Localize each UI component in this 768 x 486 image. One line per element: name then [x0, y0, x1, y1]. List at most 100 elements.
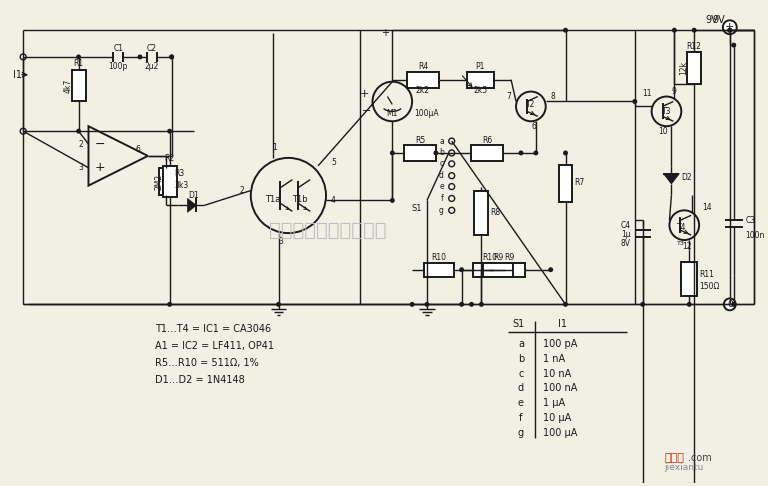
Text: T3: T3 [677, 241, 685, 245]
Circle shape [251, 158, 326, 233]
Text: 6: 6 [531, 122, 536, 131]
Text: d: d [518, 383, 524, 394]
Text: 3k3: 3k3 [174, 181, 189, 190]
Circle shape [20, 54, 26, 60]
Bar [404, 145, 436, 161]
Text: I1: I1 [13, 70, 22, 80]
Circle shape [409, 302, 415, 307]
Text: 100p: 100p [108, 62, 127, 71]
Text: C3: C3 [746, 216, 756, 225]
Circle shape [723, 20, 737, 34]
Circle shape [727, 28, 732, 33]
Text: +: + [360, 88, 369, 99]
Text: 2M2: 2M2 [154, 174, 164, 190]
Polygon shape [187, 198, 197, 212]
Text: R10: R10 [482, 253, 497, 262]
Circle shape [449, 208, 455, 213]
Text: I1: I1 [558, 319, 567, 329]
Text: 12: 12 [683, 243, 692, 251]
Circle shape [169, 54, 174, 59]
Circle shape [449, 184, 455, 190]
Circle shape [449, 161, 455, 167]
Circle shape [449, 173, 455, 179]
Circle shape [724, 298, 736, 310]
Circle shape [372, 82, 412, 122]
Text: C1: C1 [113, 44, 123, 52]
Circle shape [20, 128, 26, 134]
Text: b: b [439, 148, 444, 157]
Text: A1 = IC2 = LF411, OP41: A1 = IC2 = LF411, OP41 [155, 341, 273, 351]
Text: 1 μA: 1 μA [543, 399, 565, 408]
Circle shape [425, 302, 429, 307]
Circle shape [651, 97, 681, 126]
Circle shape [76, 54, 81, 59]
Text: 2μ2: 2μ2 [144, 62, 159, 71]
Text: C2: C2 [147, 44, 157, 52]
Text: +: + [95, 161, 106, 174]
Circle shape [641, 302, 645, 307]
Circle shape [670, 210, 699, 240]
Text: −: − [362, 106, 372, 116]
Text: f: f [519, 413, 523, 423]
Text: 7: 7 [506, 92, 511, 101]
Text: jiexiantu: jiexiantu [664, 463, 703, 472]
Text: 杭州将睦科技有限公司: 杭州将睦科技有限公司 [270, 221, 387, 240]
Text: 2k2: 2k2 [416, 86, 430, 95]
Text: C4: C4 [621, 221, 631, 230]
Circle shape [727, 28, 732, 33]
Bar [466, 72, 495, 87]
Text: 1: 1 [272, 143, 277, 153]
Bar [558, 165, 572, 203]
Circle shape [632, 99, 637, 104]
Circle shape [390, 151, 395, 156]
Text: 1 nA: 1 nA [543, 354, 565, 364]
Text: T3: T3 [662, 107, 671, 116]
Text: 10 μA: 10 μA [543, 413, 571, 423]
Text: D1: D1 [188, 191, 199, 200]
Circle shape [518, 151, 524, 156]
Text: a: a [518, 339, 524, 349]
Text: 10 nA: 10 nA [543, 369, 571, 379]
Text: 100 μA: 100 μA [543, 428, 577, 438]
Text: R2: R2 [164, 155, 174, 163]
Circle shape [548, 267, 553, 272]
Text: 9V: 9V [712, 16, 725, 25]
Text: R6: R6 [482, 136, 492, 144]
Circle shape [687, 302, 692, 307]
Text: D2: D2 [681, 173, 692, 182]
Bar [681, 262, 697, 296]
Circle shape [731, 302, 737, 307]
Text: 5: 5 [331, 158, 336, 167]
Text: S1: S1 [512, 319, 524, 329]
Text: 6: 6 [136, 145, 141, 155]
Text: g: g [518, 428, 524, 438]
Text: f: f [441, 194, 444, 203]
Circle shape [390, 198, 395, 203]
Text: T2: T2 [526, 100, 535, 109]
Text: T1a: T1a [265, 195, 280, 204]
Text: T1b: T1b [293, 195, 308, 204]
Bar [475, 191, 488, 235]
Text: e: e [518, 399, 524, 408]
Text: 9V: 9V [706, 16, 718, 25]
Text: a: a [439, 137, 444, 146]
Circle shape [692, 28, 697, 33]
Text: 2: 2 [239, 186, 244, 195]
Text: 0: 0 [727, 300, 733, 309]
Circle shape [449, 150, 455, 156]
Text: 4: 4 [331, 196, 336, 205]
Text: 150Ω: 150Ω [699, 282, 720, 291]
Circle shape [731, 43, 737, 48]
Bar [472, 145, 503, 161]
Circle shape [167, 302, 172, 307]
Text: R9: R9 [493, 253, 503, 262]
Text: S1: S1 [412, 204, 422, 213]
Text: R9: R9 [504, 253, 515, 262]
Polygon shape [88, 126, 148, 186]
Text: 3: 3 [278, 237, 283, 245]
Text: M1: M1 [386, 109, 398, 118]
Circle shape [76, 129, 81, 134]
Text: 3: 3 [78, 163, 84, 172]
Text: R12: R12 [687, 41, 702, 51]
Circle shape [563, 151, 568, 156]
